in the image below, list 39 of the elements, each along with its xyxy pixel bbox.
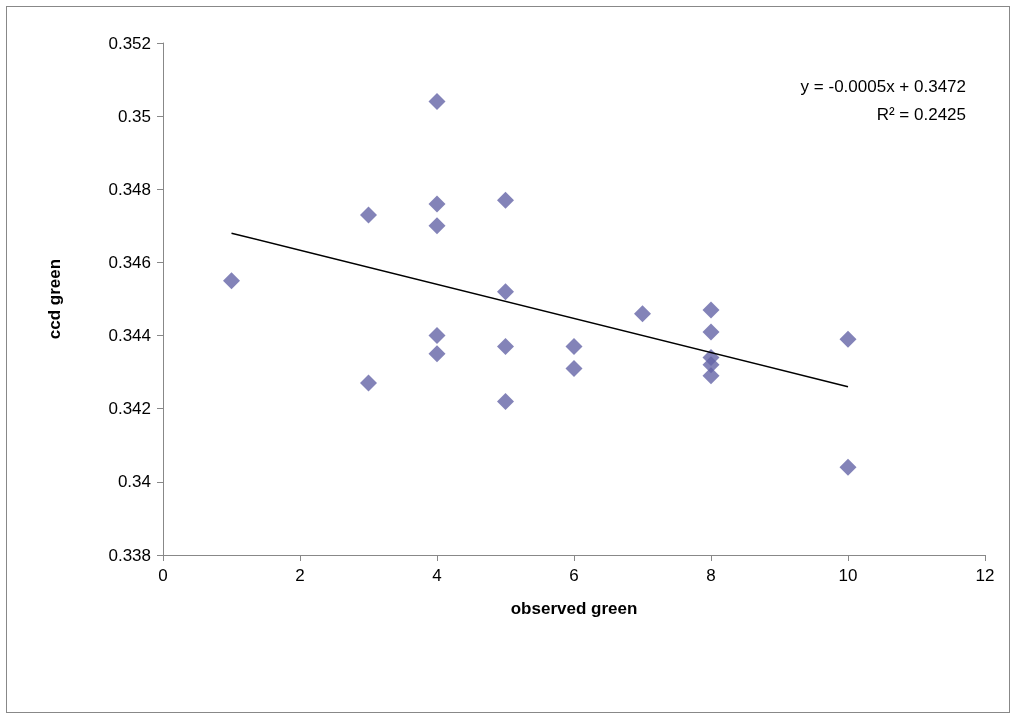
y-tick-label: 0.338	[108, 545, 151, 565]
point	[497, 283, 514, 301]
point	[565, 359, 583, 377]
point	[428, 217, 446, 235]
point	[702, 301, 720, 319]
y-tick-label: 0.348	[108, 179, 151, 199]
point	[223, 272, 240, 290]
y-tick-label: 0.352	[108, 33, 151, 53]
x-tick-label: 10	[838, 566, 858, 585]
point	[565, 338, 583, 356]
point	[428, 345, 446, 363]
point	[702, 367, 720, 385]
point	[839, 458, 857, 476]
x-tick-label: 2	[295, 566, 305, 585]
y-tick-label: 0.346	[108, 252, 151, 272]
y-axis-title: ccd green	[45, 258, 64, 340]
annotation: y = -0.0005x + 0.3472	[800, 77, 966, 96]
x-tick-label: 8	[706, 566, 716, 585]
x-tick-label: 0	[158, 566, 168, 585]
point	[634, 305, 651, 323]
x-tick-label: 4	[432, 566, 442, 585]
y-tick-label: 0.344	[108, 326, 151, 346]
point	[839, 330, 857, 348]
y-tick-label: 0.342	[108, 399, 151, 419]
y-tick-label: 0.34	[117, 472, 151, 492]
annotation: R² = 0.2425	[876, 105, 966, 124]
x-tick-label: 6	[569, 566, 579, 585]
point	[497, 338, 514, 356]
y-tick-label: 0.35	[117, 106, 151, 126]
point	[428, 195, 446, 213]
point	[428, 327, 446, 345]
point	[360, 374, 377, 392]
point	[360, 206, 377, 224]
x-axis-title: observed green	[510, 599, 638, 618]
x-tick-label: 12	[975, 566, 995, 585]
point	[428, 93, 446, 111]
point	[702, 323, 720, 341]
point	[497, 191, 514, 209]
point	[497, 392, 514, 410]
